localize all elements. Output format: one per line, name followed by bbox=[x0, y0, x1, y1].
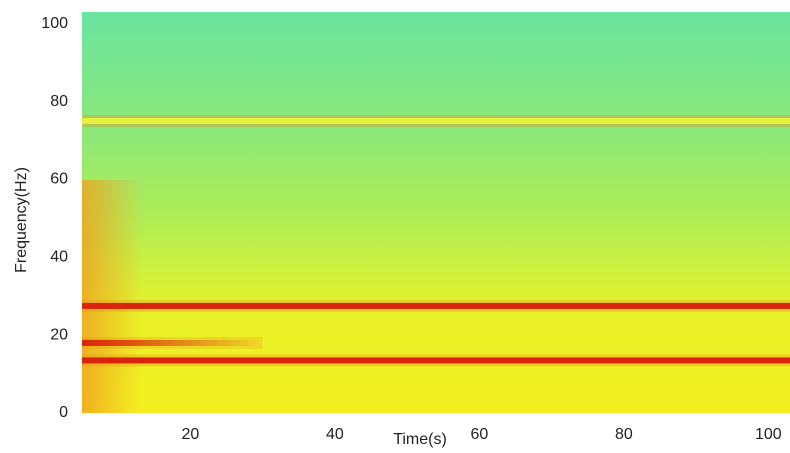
y-axis-label: Frequency(Hz) bbox=[13, 167, 30, 273]
onset-glow bbox=[82, 180, 142, 413]
frequency-band bbox=[82, 339, 263, 346]
spectrogram-background bbox=[82, 12, 790, 413]
y-tick-label: 40 bbox=[50, 248, 68, 265]
frequency-band bbox=[82, 118, 790, 125]
x-tick-label: 60 bbox=[470, 426, 488, 443]
y-tick-label: 20 bbox=[50, 326, 68, 343]
x-tick-label: 100 bbox=[755, 426, 782, 443]
x-axis-label: Time(s) bbox=[393, 431, 447, 448]
frequency-band bbox=[82, 357, 790, 364]
y-tick-label: 0 bbox=[59, 404, 68, 421]
x-tick-label: 20 bbox=[181, 426, 199, 443]
x-tick-label: 80 bbox=[615, 426, 633, 443]
frequency-band bbox=[82, 302, 790, 309]
y-tick-label: 60 bbox=[50, 171, 68, 188]
y-tick-label: 80 bbox=[50, 93, 68, 110]
y-tick-label: 100 bbox=[41, 15, 68, 32]
x-tick-label: 40 bbox=[326, 426, 344, 443]
